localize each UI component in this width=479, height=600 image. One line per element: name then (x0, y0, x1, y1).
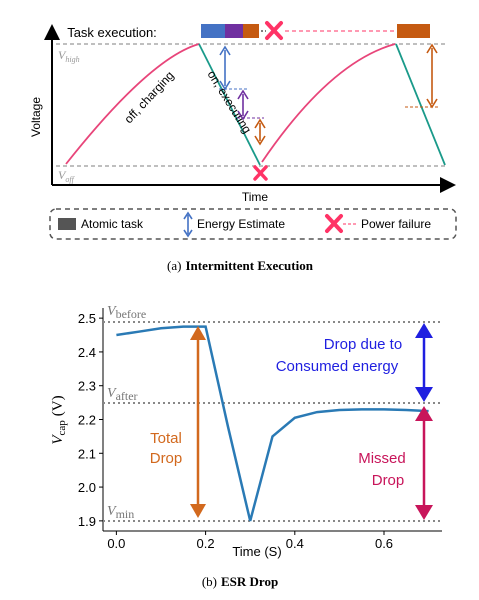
energy-estimate-arrow-orange-2 (426, 43, 438, 109)
y-tick-label: 2.4 (78, 345, 96, 360)
atomic-task-block-2 (225, 24, 243, 38)
discharge-line-1 (198, 43, 261, 166)
missed-drop-arrow (415, 406, 433, 520)
legend: Atomic task Energy Estimate Power failur… (49, 208, 457, 240)
atomic-task-block-3 (243, 24, 259, 38)
executing-label: on, executing (205, 68, 255, 136)
b-y-axis-label: Vcap(V) (50, 395, 68, 444)
total-drop-label-2: Drop (150, 450, 183, 467)
task-execution-label: Task execution: (67, 25, 157, 40)
v-before-label: Vbefore (107, 304, 146, 321)
atomic-task-legend-icon (58, 218, 76, 230)
b-x-axis-label: Time (S) (232, 544, 281, 559)
v-min-label: Vmin (107, 504, 134, 521)
x-tick-label: 0.2 (197, 536, 215, 551)
y-axis-label: Voltage (29, 97, 43, 137)
atomic-task-block-1 (201, 24, 225, 38)
y-tick-label: 1.9 (78, 514, 96, 529)
total-drop-label-1: Total (150, 430, 182, 447)
discharge-line-2 (395, 43, 446, 166)
energy-estimate-legend-icon (183, 211, 193, 238)
consumed-energy-label-2: Consumed energy (276, 358, 399, 375)
charging-label: off, charging (122, 68, 177, 126)
energy-estimate-arrow-purple (237, 89, 249, 121)
y-tick-label: 2.1 (78, 446, 96, 461)
energy-estimate-arrow-orange (254, 118, 266, 146)
caption-a: (a) Intermittent Execution (167, 258, 314, 273)
b-y-ticks: 1.9 2.0 2.1 2.2 2.3 2.4 2.5 (78, 311, 103, 529)
charging-curve-2 (261, 43, 396, 163)
missed-drop-label-1: Missed (358, 450, 406, 467)
y-tick-label: 2.2 (78, 413, 96, 428)
power-failure-icon (253, 165, 268, 181)
y-tick-label: 2.5 (78, 311, 96, 326)
panel-b: 1.9 2.0 2.1 2.2 2.3 2.4 2.5 0.0 0.2 0.4 0.6 Vbefo… (50, 304, 442, 589)
power-failure-icon (265, 21, 283, 40)
atomic-task-block-4 (397, 24, 430, 38)
missed-drop-label-2: Drop (372, 472, 405, 489)
energy-estimate-arrow-blue (219, 45, 231, 91)
caption-b: (b) ESR Drop (202, 574, 278, 589)
consumed-energy-arrow (415, 323, 433, 402)
charging-curve-1 (65, 43, 200, 165)
power-failure-legend-icon (325, 214, 343, 233)
y-tick-label: 2.3 (78, 379, 96, 394)
x-tick-label: 0.0 (107, 536, 125, 551)
total-drop-arrow (190, 326, 206, 518)
v-after-label: Vafter (107, 386, 138, 403)
panel-a: Task execution: Vhigh Voff off, charging (29, 21, 457, 273)
x-axis-label: Time (242, 190, 269, 204)
x-tick-label: 0.4 (286, 536, 304, 551)
x-tick-label: 0.6 (375, 536, 393, 551)
legend-power-failure: Power failure (361, 217, 431, 231)
legend-atomic-task: Atomic task (81, 217, 144, 231)
v-high-label: Vhigh (58, 48, 80, 64)
legend-energy-estimate: Energy Estimate (197, 217, 285, 231)
v-off-label: Voff (58, 168, 76, 184)
consumed-energy-label-1: Drop due to (324, 336, 402, 353)
b-x-ticks: 0.0 0.2 0.4 0.6 (107, 531, 393, 551)
vcap-curve (116, 325, 429, 522)
y-tick-label: 2.0 (78, 480, 96, 495)
